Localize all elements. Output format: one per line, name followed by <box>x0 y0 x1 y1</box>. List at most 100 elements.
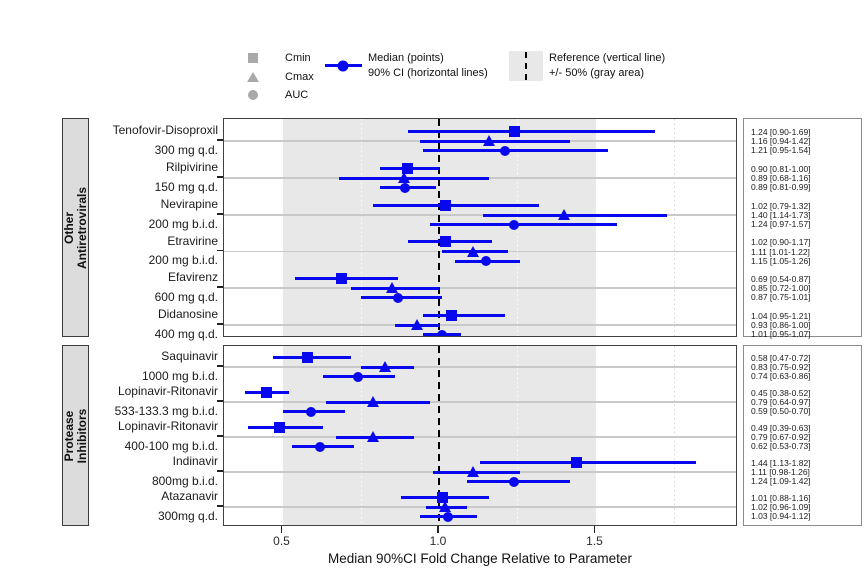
facet-strip-line: Protease <box>61 410 76 461</box>
value-label-cmin: 0.49 [0.39-0.63] <box>751 422 811 433</box>
value-label-cmax: 0.83 [0.75-0.92] <box>751 362 811 372</box>
cmax-marker <box>366 431 379 442</box>
drug-name-label: Etravirine <box>167 233 218 248</box>
cmax-marker <box>398 172 411 183</box>
drug-dose-label: 400 mg q.d. <box>154 326 218 341</box>
value-label-cmin: 0.58 [0.47-0.72] <box>751 352 811 363</box>
cmax-marker <box>557 209 570 220</box>
value-label-auc: 1.01 [0.95-1.07] <box>751 329 811 340</box>
drug-gridline <box>224 324 736 326</box>
plot-panel <box>223 345 737 526</box>
auc-marker <box>437 329 448 336</box>
cmin-square-icon <box>248 53 258 63</box>
auc-marker <box>305 406 316 417</box>
value-label-cmax: 0.79 [0.64-0.97] <box>751 397 811 407</box>
cmax-marker <box>466 466 479 477</box>
value-label-cmin: 1.02 [0.79-1.32] <box>751 200 811 211</box>
drug-name-label: Lopinavir-Ritonavir <box>117 419 218 434</box>
y-axis-tick <box>217 470 223 472</box>
legend-cmin-label: Cmin <box>285 52 311 64</box>
x-axis-tick <box>593 526 596 533</box>
value-label-cmin: 1.02 [0.90-1.17] <box>751 237 811 248</box>
drug-dose-label: 150 mg q.d. <box>154 179 218 194</box>
drug-gridline <box>224 287 736 289</box>
value-label-cmax: 0.79 [0.67-0.92] <box>751 432 811 442</box>
drug-gridline <box>224 366 736 368</box>
ci-line-cmax <box>482 213 668 217</box>
y-axis-tick <box>217 323 223 325</box>
x-axis-title: Median 90%CI Fold Change Relative to Par… <box>328 551 632 566</box>
drug-name-label: Tenofovir-Disoproxil <box>112 123 218 138</box>
value-label-auc: 0.87 [0.75-1.01] <box>751 292 811 303</box>
value-label-cmin: 0.90 [0.81-1.00] <box>751 163 811 174</box>
cmax-marker <box>410 319 423 330</box>
ci-line-cmin <box>479 460 696 464</box>
auc-marker <box>509 476 520 487</box>
plot-panel <box>223 118 737 337</box>
drug-name-label: Efavirenz <box>167 270 218 285</box>
facet-strip: Protease Inhibitors <box>62 345 89 526</box>
value-label-cmax: 1.16 [0.94-1.42] <box>751 136 811 146</box>
drug-name-label: Rilpivirine <box>165 160 218 175</box>
ci-line-cmin <box>423 313 505 317</box>
value-label-auc: 1.21 [0.95-1.54] <box>751 145 811 156</box>
drug-name-label: Lopinavir-Ritonavir <box>117 384 218 399</box>
drug-gridline <box>224 401 736 403</box>
legend-reference-text: Reference (vertical line) +/- 50% (gray … <box>549 51 665 81</box>
value-label-cmax: 1.40 [1.14-1.73] <box>751 210 811 220</box>
drug-dose-label: 1000 mg b.i.d. <box>141 368 218 383</box>
value-label-cmin: 1.01 [0.88-1.16] <box>751 492 811 503</box>
drug-name-label: Nevirapine <box>160 197 218 212</box>
value-box: 0.58 [0.47-0.72] 0.83 [0.75-0.92] 0.74 [0.… <box>743 345 862 526</box>
cmax-marker <box>438 501 451 512</box>
x-axis-tick-label: 0.5 <box>273 534 290 548</box>
median-point-icon <box>337 60 349 71</box>
ci-line-cmin <box>407 129 655 133</box>
value-label-cmax: 0.85 [0.72-1.00] <box>751 283 811 293</box>
cmin-marker <box>571 456 583 468</box>
reference-dash-icon <box>524 52 527 80</box>
value-label-cmax: 1.02 [0.96-1.09] <box>751 502 811 512</box>
cmax-marker <box>466 245 479 257</box>
value-label-cmin: 1.44 [1.13-1.82] <box>751 457 811 468</box>
value-label-cmax: 1.11 [0.98-1.26] <box>751 467 810 477</box>
x-axis-tick-label: 1.5 <box>586 534 603 548</box>
value-label-cmin: 0.69 [0.54-0.87] <box>751 273 811 284</box>
value-label-auc: 0.89 [0.81-0.99] <box>751 182 811 193</box>
cmin-marker <box>436 491 448 503</box>
ci-line-auc <box>423 149 608 153</box>
value-label-auc: 0.59 [0.50-0.70] <box>751 406 811 417</box>
value-label-cmax: 0.93 [0.86-1.00] <box>751 320 811 330</box>
ci-line-cmax <box>420 139 571 143</box>
legend-median-text: Median (points) 90% CI (horizontal lines… <box>368 51 488 81</box>
y-axis-tick <box>217 139 223 141</box>
legend-cmax-label: Cmax <box>285 71 314 83</box>
y-axis-tick <box>217 286 223 288</box>
auc-marker <box>315 441 326 452</box>
drug-gridline <box>224 506 736 508</box>
y-axis-tick <box>217 213 223 215</box>
y-axis-tick <box>217 505 223 507</box>
value-label-auc: 0.74 [0.63-0.86] <box>751 371 811 382</box>
cmin-marker <box>439 199 451 211</box>
auc-marker <box>443 511 454 522</box>
auc-marker <box>399 182 410 193</box>
drug-dose-label: 200 mg b.i.d. <box>148 216 218 231</box>
facet-strip: Other Antiretrovirals <box>62 118 89 337</box>
drug-name-label: Atazanavir <box>161 489 218 504</box>
cmax-marker <box>366 396 379 407</box>
drug-name-label: Saquinavir <box>161 349 218 364</box>
drug-dose-label: 600 mg q.d. <box>154 289 218 304</box>
drug-name-label: Indinavir <box>172 454 218 469</box>
drug-dose-label: 300mg q.d. <box>157 508 218 523</box>
auc-marker <box>480 256 491 267</box>
minor-gridline <box>673 346 675 525</box>
x-axis-tick-label: 1.0 <box>429 534 447 548</box>
value-box: 1.24 [0.90-1.69] 1.16 [0.94-1.42] 1.21 [0.… <box>743 118 862 340</box>
ci-line-auc <box>429 223 618 227</box>
drug-dose-label: 200 mg b.i.d. <box>148 253 218 268</box>
cmin-marker <box>402 162 414 174</box>
cmax-marker <box>385 282 398 293</box>
legend-auc-label: AUC <box>285 89 309 101</box>
auc-marker <box>393 292 404 303</box>
